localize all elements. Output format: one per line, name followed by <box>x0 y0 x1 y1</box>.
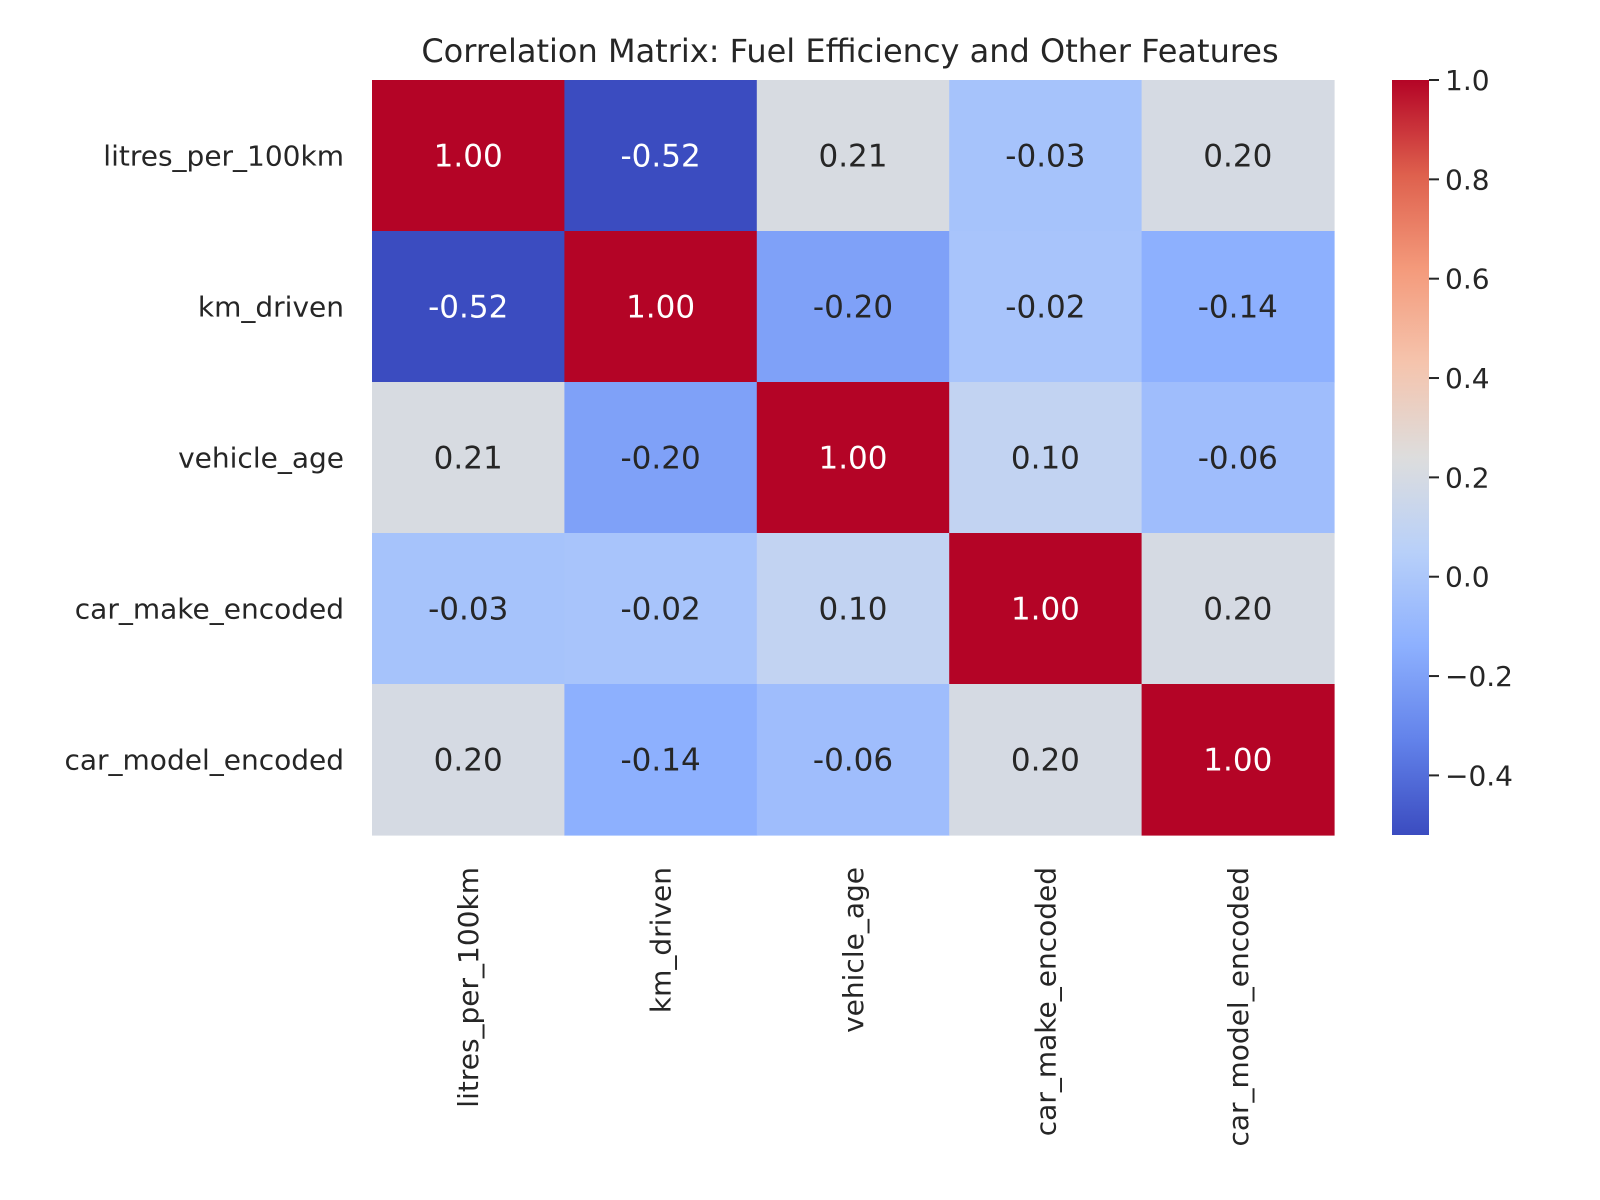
cell-value-4-0: 0.20 <box>434 743 503 779</box>
heatmap-cell-2-4 <box>1141 382 1335 534</box>
colorbar-tick-label-6: −0.2 <box>1445 660 1513 693</box>
column-label-3: car_make_encoded <box>1029 867 1062 1136</box>
column-label-0: litres_per_100km <box>452 867 485 1108</box>
colorbar <box>1392 80 1429 835</box>
colorbar-tick-label-2: 0.6 <box>1445 263 1490 296</box>
cell-value-2-3: 0.10 <box>1011 441 1080 477</box>
heatmap-cell-1-1 <box>564 231 758 383</box>
heatmap-cell-3-2 <box>756 533 950 685</box>
cell-value-0-3: -0.03 <box>1005 139 1085 175</box>
cell-value-3-3: 1.00 <box>1011 592 1080 628</box>
cell-value-4-2: -0.06 <box>813 743 893 779</box>
heatmap-cell-3-1 <box>564 533 758 685</box>
heatmap-cell-0-2 <box>756 80 950 232</box>
row-labels: litres_per_100km km_driven vehicle_age car_… <box>64 140 344 777</box>
cell-value-2-1: -0.20 <box>620 441 700 477</box>
cell-value-4-3: 0.20 <box>1011 743 1080 779</box>
colorbar-tick-label-5: 0.0 <box>1445 561 1490 594</box>
colorbar-tick-label-3: 0.4 <box>1445 362 1490 395</box>
heatmap-cell-4-0 <box>372 684 565 836</box>
heatmap-cell-1-0 <box>372 231 565 383</box>
heatmap-cell-0-4 <box>1141 80 1335 232</box>
cell-value-3-0: -0.03 <box>428 592 508 628</box>
heatmap-cell-4-1 <box>564 684 758 836</box>
heatmap-cell-4-2 <box>756 684 950 836</box>
heatmap-cell-2-3 <box>949 382 1143 534</box>
cell-value-3-2: 0.10 <box>818 592 887 628</box>
row-label-1: km_driven <box>198 291 344 324</box>
cell-value-1-2: -0.20 <box>813 290 893 326</box>
heatmap-cell-3-4 <box>1141 533 1335 685</box>
cell-value-0-1: -0.52 <box>620 139 700 175</box>
cell-value-1-1: 1.00 <box>626 290 695 326</box>
heatmap-annotations: 1.00 -0.52 0.21 -0.03 0.20 -0.52 1.00 -0.20 -0.0… <box>428 139 1278 779</box>
row-label-4: car_model_encoded <box>64 744 344 777</box>
cell-value-2-4: -0.06 <box>1198 441 1278 477</box>
colorbar-ticks: 1.0 0.8 0.6 0.4 0.2 0.0 −0.2 −0.4 <box>1429 64 1513 792</box>
cell-value-4-4: 1.00 <box>1203 743 1272 779</box>
colorbar-tick-label-7: −0.4 <box>1445 759 1513 792</box>
heatmap-cell-1-4 <box>1141 231 1335 383</box>
cell-value-2-0: 0.21 <box>434 441 503 477</box>
cell-value-0-4: 0.20 <box>1203 139 1272 175</box>
heatmap-cell-1-2 <box>756 231 950 383</box>
heatmap-cell-3-0 <box>372 533 565 685</box>
heatmap-cells <box>372 80 1335 836</box>
cell-value-3-4: 0.20 <box>1203 592 1272 628</box>
cell-value-1-4: -0.14 <box>1198 290 1278 326</box>
column-label-1: km_driven <box>645 867 678 1013</box>
heatmap-cell-0-0 <box>372 80 565 232</box>
cell-value-1-0: -0.52 <box>428 290 508 326</box>
column-label-2: vehicle_age <box>837 867 870 1033</box>
chart-title: Correlation Matrix: Fuel Efficiency and … <box>421 32 1278 70</box>
row-label-3: car_make_encoded <box>75 593 344 626</box>
row-label-2: vehicle_age <box>178 442 344 475</box>
cell-value-1-3: -0.02 <box>1005 290 1085 326</box>
heatmap-cell-0-1 <box>564 80 758 232</box>
colorbar-tick-label-1: 0.8 <box>1445 163 1490 196</box>
heatmap-cell-0-3 <box>949 80 1143 232</box>
row-label-0: litres_per_100km <box>103 140 344 173</box>
cell-value-2-2: 1.00 <box>818 441 887 477</box>
column-label-4: car_model_encoded <box>1222 867 1255 1147</box>
heatmap-cell-4-3 <box>949 684 1143 836</box>
heatmap-cell-2-2 <box>756 382 950 534</box>
heatmap-cell-1-3 <box>949 231 1143 383</box>
column-labels: litres_per_100km km_driven vehicle_age car_… <box>452 867 1255 1147</box>
heatmap-cell-2-0 <box>372 382 565 534</box>
cell-value-0-0: 1.00 <box>434 139 503 175</box>
colorbar-tick-label-0: 1.0 <box>1445 64 1490 97</box>
cell-value-0-2: 0.21 <box>818 139 887 175</box>
cell-value-4-1: -0.14 <box>620 743 700 779</box>
heatmap-cell-2-1 <box>564 382 758 534</box>
colorbar-tick-label-4: 0.2 <box>1445 461 1490 494</box>
heatmap-cell-4-4 <box>1141 684 1335 836</box>
heatmap-cell-3-3 <box>949 533 1143 685</box>
cell-value-3-1: -0.02 <box>620 592 700 628</box>
